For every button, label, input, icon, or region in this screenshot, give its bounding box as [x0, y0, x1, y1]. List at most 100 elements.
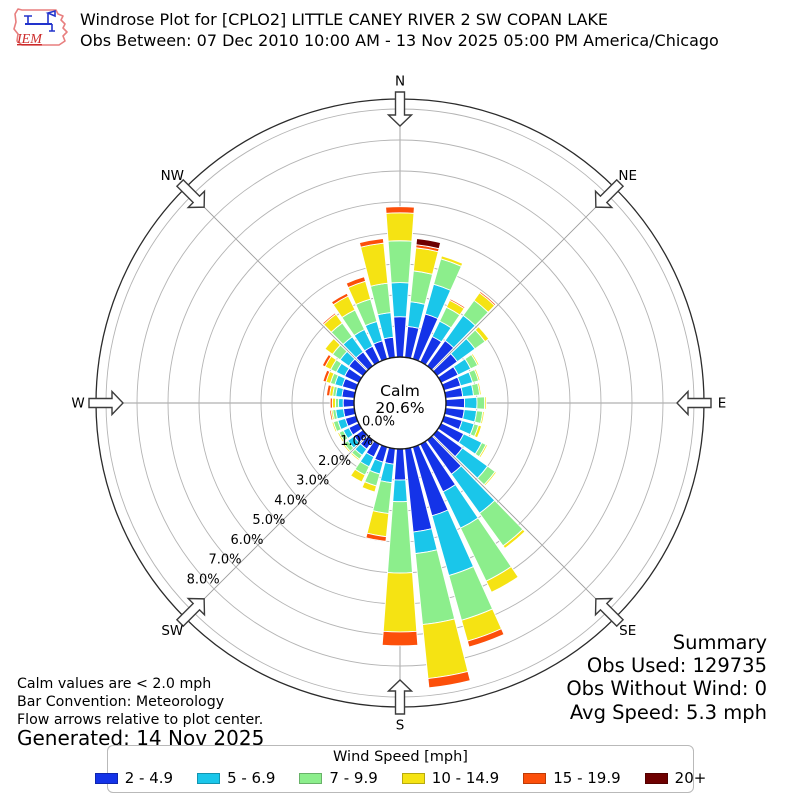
- wind-bar-250deg: [331, 414, 359, 433]
- legend-swatch-icon: [299, 772, 323, 784]
- page-title: Windrose Plot for [CPLO2] LITTLE CANEY R…: [80, 10, 609, 29]
- bar-segment-10-14.9: [470, 352, 480, 367]
- legend-items: 2 - 4.9 5 - 6.9 7 - 9.9 10 - 14.9 15 - 19.9 2…: [94, 769, 706, 787]
- wind-bar-270deg: [329, 397, 355, 409]
- bar-segment-15-19.9: [329, 397, 333, 409]
- legend-label: 10 - 14.9: [431, 769, 500, 787]
- wind-bar-290deg: [322, 369, 359, 392]
- legend-item-5-6.9: 5 - 6.9: [197, 769, 275, 787]
- spoke-line: [184, 402, 401, 619]
- bar-segment-15-19.9: [365, 532, 387, 542]
- wind-bar-150deg: [419, 440, 519, 593]
- bar-segment-2-4.9: [342, 398, 355, 408]
- legend-label: 7 - 9.9: [329, 769, 378, 787]
- legend-swatch-icon: [401, 772, 425, 784]
- legend-swatch-icon: [197, 772, 221, 784]
- bar-segment-15-19.9: [321, 312, 337, 326]
- bar-segment-10-14.9: [473, 368, 481, 382]
- summary-obs-without-wind: Obs Without Wind: 0: [566, 677, 767, 701]
- wind-bar-170deg: [404, 447, 471, 689]
- compass-label-W: W: [71, 396, 84, 412]
- compass-label-NE: NE: [618, 168, 637, 184]
- calm-label: Calm: [380, 382, 420, 400]
- flow-arrow-icon-180deg: [386, 679, 414, 715]
- ring-label-7.0%: 7.0%: [208, 553, 241, 568]
- ring-label-8.0%: 8.0%: [187, 572, 220, 587]
- compass-label-S: S: [396, 718, 405, 734]
- flow-arrows-note: Flow arrows relative to plot center.: [17, 712, 264, 728]
- flow-arrow-icon-225deg: [175, 597, 206, 628]
- legend-item-20+: 20+: [644, 769, 707, 787]
- bar-segment-10-14.9: [484, 396, 487, 410]
- bar-segment-10-14.9: [337, 431, 345, 443]
- flow-arrow-icon-270deg: [88, 389, 124, 417]
- wind-bar-230deg: [341, 429, 368, 453]
- bar-segment-7-9.9: [387, 240, 413, 284]
- bar-segment-15-19.9: [321, 353, 332, 368]
- bar-segment-10-14.9: [366, 510, 390, 538]
- bar-segment-10-14.9: [341, 442, 351, 453]
- wind-bar-120deg: [437, 422, 489, 459]
- bar-segment-15-19.9: [345, 276, 367, 289]
- bar-segment-2-4.9: [393, 316, 407, 358]
- wind-bar-350deg: [358, 238, 396, 359]
- ring-label-6.0%: 6.0%: [230, 533, 263, 548]
- legend-label: 15 - 19.9: [553, 769, 621, 787]
- flow-arrow-icon-45deg: [594, 178, 625, 209]
- wind-bar-260deg: [329, 407, 356, 421]
- ring-label-5.0%: 5.0%: [252, 513, 285, 528]
- wind-bar-200deg: [361, 444, 389, 493]
- wind-bar-330deg: [330, 292, 381, 366]
- ring-percent-labels: 0.0% 1.0% 2.0% 3.0% 4.0% 5.0% 6.0% 7.0% 8.0%: [187, 414, 395, 587]
- bar-segment-10-14.9: [361, 481, 378, 493]
- bar-segment-15-19.9: [329, 409, 334, 421]
- bar-segment-5-6.9: [390, 282, 410, 318]
- legend-label: 20+: [674, 769, 707, 787]
- legend-swatch-icon: [644, 772, 668, 784]
- legend-item-2-4.9: 2 - 4.9: [94, 769, 173, 787]
- iem-logo: IEM: [13, 8, 68, 47]
- wind-bar-100deg: [444, 407, 485, 425]
- wind-bar-90deg: [445, 396, 487, 410]
- flow-arrow-icon-90deg: [676, 389, 712, 417]
- wind-bar-20deg: [411, 255, 464, 362]
- bar-segment-10-14.9: [412, 247, 439, 275]
- calm-percent-value: 20.6%: [375, 399, 424, 417]
- bar-segment-10-14.9: [478, 444, 489, 459]
- spoke-line: [399, 187, 616, 404]
- weather-station-glyph: [24, 9, 56, 32]
- bar-segment-15-19.9: [325, 384, 332, 397]
- legend-item-7-9.9: 7 - 9.9: [299, 769, 378, 787]
- bar-segment-10-14.9: [324, 337, 341, 355]
- bar-segment-2-4.9: [393, 448, 407, 481]
- bar-segment-15-19.9: [449, 298, 466, 310]
- wind-bar-140deg: [426, 435, 526, 550]
- legend-title: Wind Speed [mph]: [333, 749, 468, 765]
- legend-item-15-19.9: 15 - 19.9: [523, 769, 621, 787]
- ring-7pct: [136, 139, 664, 667]
- ring-label-3.0%: 3.0%: [296, 474, 329, 489]
- bar-segment-10-14.9: [474, 325, 490, 343]
- bar-segment-10-14.9: [480, 410, 485, 425]
- compass-label-NW: NW: [161, 168, 184, 184]
- compass-label-E: E: [718, 396, 727, 412]
- bar-segment-2-4.9: [342, 407, 356, 418]
- wind-bar-220deg: [350, 435, 374, 462]
- summary-title: Summary: [672, 631, 767, 654]
- flow-arrows: [88, 91, 712, 715]
- ring-label-4.0%: 4.0%: [274, 493, 307, 508]
- bar-segment-10-14.9: [350, 452, 361, 462]
- wind-bar-340deg: [345, 276, 389, 362]
- bar-convention-note: Bar Convention: Meteorology: [17, 694, 225, 710]
- wind-bar-40deg: [426, 290, 497, 371]
- bar-segment-2-4.9: [445, 397, 466, 409]
- notes-block: Calm values are < 2.0 mph Bar Convention…: [17, 675, 263, 729]
- bar-segment-10-14.9: [477, 382, 482, 396]
- bar-segment-10-14.9: [382, 572, 418, 633]
- bar-segment-10-14.9: [331, 421, 338, 433]
- flow-arrow-icon-0deg: [386, 91, 414, 127]
- ring-label-1.0%: 1.0%: [340, 434, 373, 449]
- legend-item-10-14.9: 10 - 14.9: [401, 769, 500, 787]
- compass-label-SW: SW: [161, 623, 183, 639]
- summary-avg-speed: Avg Speed: 5.3 mph: [569, 700, 767, 724]
